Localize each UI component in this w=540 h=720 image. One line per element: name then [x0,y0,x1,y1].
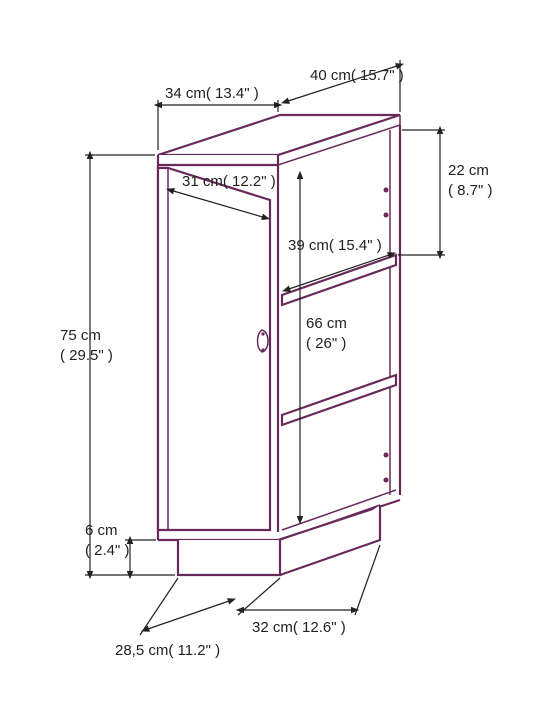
dim-inner-height-label-b: ( 26" ) [306,335,346,352]
dim-leg-height-label-b: ( 2.4" ) [85,542,130,559]
dim-depth-top: 40 cm( 15.7" ) [285,60,404,112]
dim-base-depth: 28,5 cm( 11.2" ) [115,578,232,659]
dim-depth-top-label: 40 cm( 15.7" ) [310,67,404,84]
dim-base-depth-label: 28,5 cm( 11.2" ) [115,642,220,659]
dim-total-height-label-a: 75 cm [60,327,101,344]
dim-leg-height-label-a: 6 cm [85,522,118,539]
dim-shelf-gap-label-b: ( 8.7" ) [448,182,493,199]
dim-base-width-label: 32 cm( 12.6" ) [252,619,346,636]
dim-inner-height: 66 cm ( 26" ) [300,175,347,520]
dim-inner-height-label-a: 66 cm [306,315,347,332]
dim-shelf-gap-label-a: 22 cm [448,162,489,179]
dim-shelf-gap: 22 cm ( 8.7" ) [398,130,493,255]
dim-leg-height: 6 cm ( 2.4" ) [85,522,156,575]
dim-inner-depth-label: 39 cm( 15.4" ) [288,237,382,254]
cabinet-dimension-diagram: 34 cm( 13.4" ) 40 cm( 15.7" ) 31 cm( 12.… [0,0,540,720]
shelf-pin-holes [384,188,389,483]
dim-total-height-label-b: ( 29.5" ) [60,347,113,364]
dim-width-top-label: 34 cm( 13.4" ) [165,85,259,102]
dim-door-width-label: 31 cm( 12.2" ) [182,173,276,190]
